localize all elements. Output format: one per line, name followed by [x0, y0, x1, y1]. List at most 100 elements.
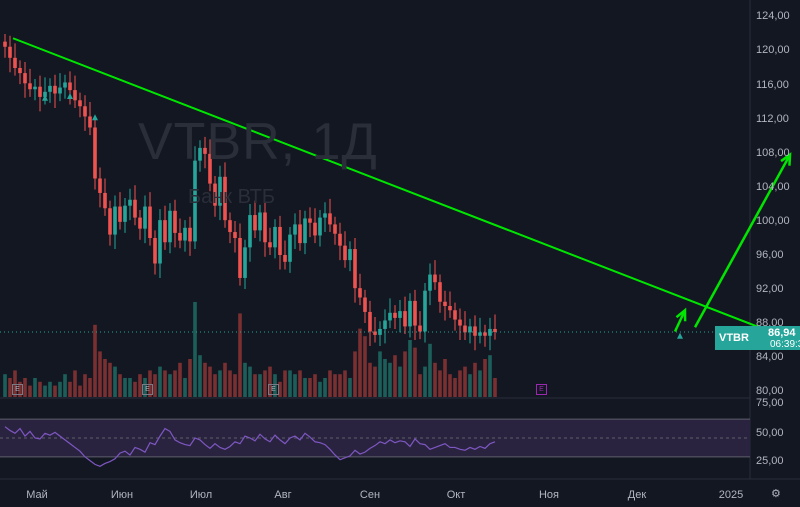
candle-body	[348, 249, 352, 261]
price-tick: 104,00	[756, 181, 790, 193]
volume-bar	[283, 370, 287, 397]
price-tick: 116,00	[756, 79, 789, 91]
candle-body	[483, 332, 487, 336]
volume-bar	[388, 362, 392, 397]
earnings-marker[interactable]: E	[536, 384, 547, 395]
candle-body	[208, 153, 212, 184]
time-tick: Сен	[359, 489, 381, 501]
volume-bar	[48, 381, 52, 397]
volume-bar	[3, 374, 7, 397]
volume-bar	[138, 374, 142, 397]
volume-bar	[88, 378, 92, 397]
volume-bar	[353, 351, 357, 397]
volume-bar	[233, 374, 237, 397]
candle-body	[78, 100, 82, 107]
volume-bar	[333, 374, 337, 397]
volume-bar	[463, 366, 467, 397]
candle-body	[458, 319, 462, 326]
candle-body	[263, 212, 267, 243]
price-tick: 92,00	[756, 283, 784, 295]
volume-bar	[308, 378, 312, 397]
candle-body	[303, 218, 307, 244]
candle-body	[153, 238, 157, 264]
volume-bar	[68, 381, 72, 397]
volume-bar	[188, 359, 192, 397]
candle-body	[413, 300, 417, 326]
candle-body	[183, 227, 187, 241]
candle-body	[148, 206, 152, 238]
candle-body	[278, 226, 282, 255]
candle-body	[258, 212, 262, 231]
earnings-marker[interactable]: E	[268, 384, 279, 395]
candle-body	[408, 300, 412, 327]
candle-body	[13, 57, 17, 68]
buy-signal-marker	[677, 332, 683, 339]
candle-body	[383, 320, 387, 329]
candle-body	[138, 217, 142, 229]
price-tick: 96,00	[756, 249, 784, 261]
price-tick: 84,00	[756, 351, 784, 363]
volume-bar	[28, 385, 32, 397]
volume-bar	[293, 374, 297, 397]
candle-body	[98, 178, 102, 193]
volume-bar	[98, 351, 102, 397]
volume-bar	[328, 370, 332, 397]
volume-bar	[408, 340, 412, 397]
volume-bar	[253, 374, 257, 397]
candle-body	[248, 215, 252, 248]
volume-bar	[298, 370, 302, 397]
volume-bar	[263, 370, 267, 397]
candle-body	[123, 205, 127, 222]
candle-body	[428, 274, 432, 291]
volume-bar	[173, 370, 177, 397]
earnings-marker[interactable]: E	[142, 384, 153, 395]
candle-body	[368, 311, 372, 332]
candle-body	[128, 199, 132, 206]
candle-body	[108, 208, 112, 235]
volume-bar	[383, 359, 387, 397]
candle-body	[403, 311, 407, 327]
time-tick: Ноя	[538, 489, 560, 501]
volume-bar	[453, 378, 457, 397]
volume-bar	[418, 374, 422, 397]
volume-bar	[268, 366, 272, 397]
volume-bar	[358, 328, 362, 397]
price-tick: 124,00	[756, 10, 790, 22]
volume-bar	[238, 313, 242, 397]
gear-icon[interactable]: ⚙	[771, 488, 781, 500]
volume-bar	[483, 359, 487, 397]
volume-bar	[208, 366, 212, 397]
candle-body	[218, 176, 222, 206]
volume-bar	[103, 359, 107, 397]
rsi-tick: 25,00	[756, 455, 784, 467]
candle-body	[158, 220, 162, 264]
volume-bar	[83, 374, 87, 397]
candle-body	[463, 325, 467, 333]
volume-bar	[13, 370, 17, 397]
volume-bar	[148, 370, 152, 397]
volume-bar	[178, 362, 182, 397]
candle-body	[168, 210, 172, 243]
candle-body	[323, 213, 327, 218]
volume-bar	[123, 378, 127, 397]
volume-bar	[258, 374, 262, 397]
volume-bar	[158, 366, 162, 397]
price-tick: 108,00	[756, 147, 790, 159]
candle-body	[38, 86, 42, 97]
trend-line	[12, 37, 800, 345]
volume-bar	[33, 378, 37, 397]
time-tick: Авг	[274, 489, 292, 501]
earnings-marker[interactable]: E	[12, 384, 23, 395]
buy-signal-marker	[67, 93, 73, 100]
candle-body	[393, 312, 397, 318]
candle-body	[83, 106, 87, 117]
candle-body	[438, 282, 442, 302]
volume-bar	[363, 336, 367, 397]
candle-body	[43, 91, 47, 97]
volume-bar	[398, 366, 402, 397]
candle-body	[178, 232, 182, 241]
volume-bar	[438, 370, 442, 397]
volume-bar	[143, 378, 147, 397]
volume-bar	[23, 378, 27, 397]
